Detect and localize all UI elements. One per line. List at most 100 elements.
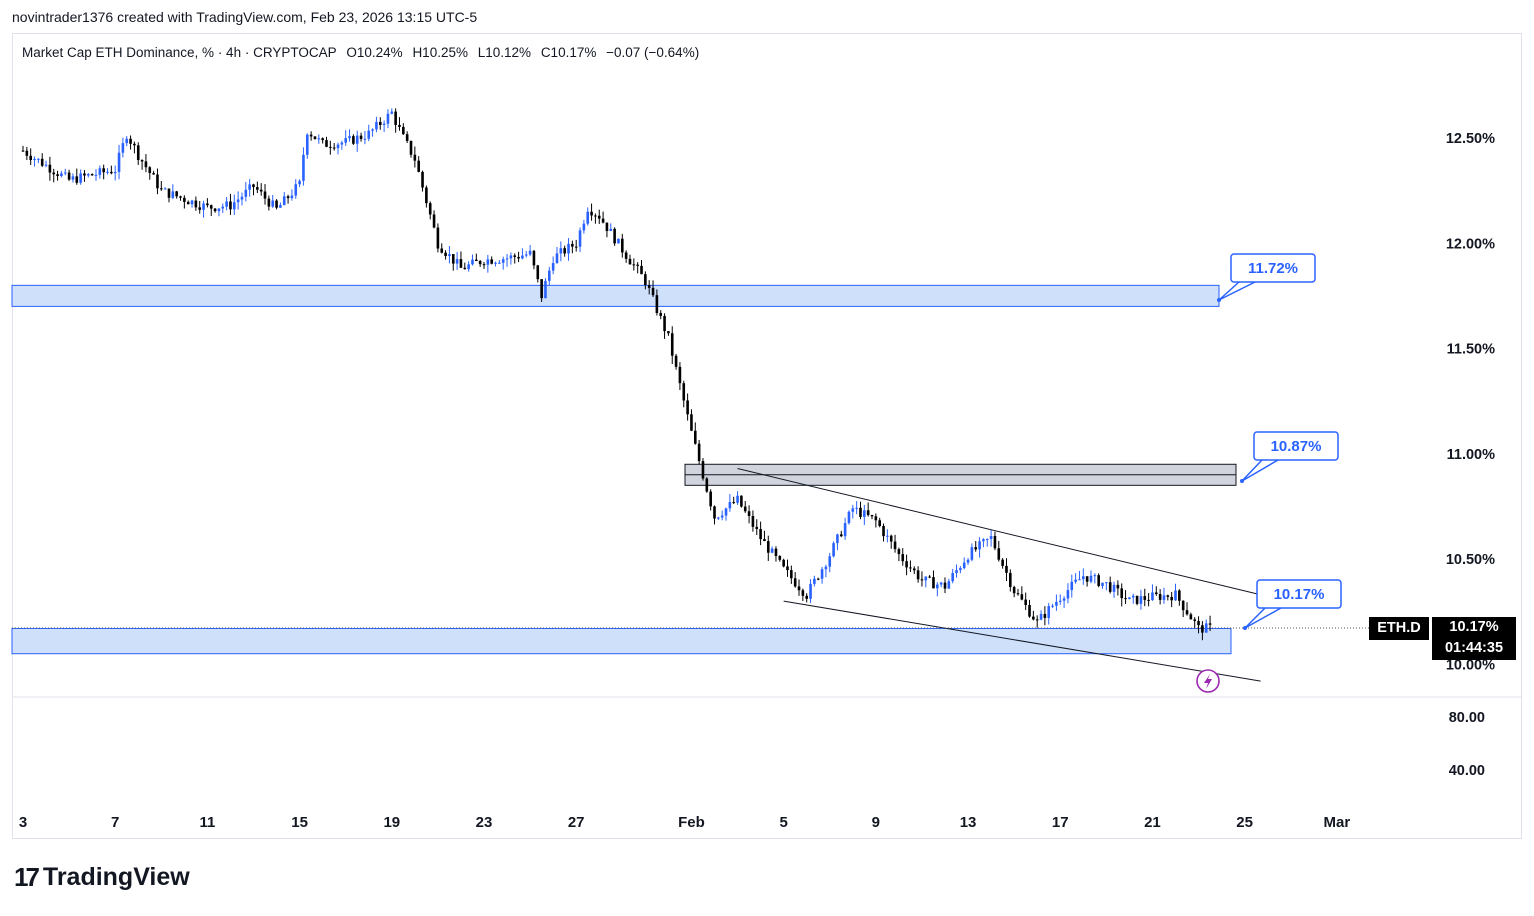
candle-body <box>740 495 743 507</box>
lower-pane-tick: 80.00 <box>1449 710 1485 726</box>
candle-up <box>582 219 586 234</box>
candle-up <box>244 182 248 202</box>
candle-body <box>540 279 543 299</box>
candle-down <box>693 422 697 445</box>
candle-down <box>774 546 778 562</box>
candle-up <box>448 245 451 264</box>
candle-down <box>394 108 397 133</box>
x-tick-label: 9 <box>872 814 880 831</box>
candle-body <box>793 578 797 587</box>
candle-body <box>29 155 32 160</box>
candle-down <box>974 541 978 552</box>
candle-body <box>874 516 878 521</box>
candle-down <box>263 184 267 205</box>
candle-down <box>56 170 59 181</box>
candle-up <box>1055 594 1058 611</box>
legend-high: H10.25% <box>412 45 468 60</box>
candle-body <box>1074 579 1077 582</box>
candle-down <box>1170 592 1173 608</box>
candle-body <box>313 136 317 140</box>
callout-label: 10.87% <box>1271 438 1322 455</box>
candle-body <box>160 188 163 190</box>
candle-body <box>1158 593 1162 600</box>
candle-body <box>37 158 40 160</box>
candle-down <box>398 117 401 131</box>
candle-up <box>521 248 524 260</box>
candle-down <box>136 142 140 165</box>
candle-body <box>440 248 444 253</box>
candle-body <box>962 562 966 569</box>
candle-down <box>206 198 209 208</box>
candle-down <box>402 123 405 135</box>
candle-down <box>194 196 198 211</box>
candle-body <box>1078 579 1081 581</box>
candle-body <box>352 136 355 144</box>
candle-up <box>336 142 340 155</box>
candle-up <box>832 541 835 558</box>
candle-body <box>321 138 324 141</box>
candle-down <box>160 180 163 191</box>
candle-body <box>893 541 897 550</box>
candle-up <box>824 564 828 578</box>
candle-body <box>252 184 255 188</box>
candle-up <box>294 179 298 199</box>
candle-up <box>951 568 954 584</box>
candle-body <box>190 200 194 205</box>
candle-body <box>551 263 555 271</box>
candle-up <box>1151 584 1154 601</box>
candle-body <box>1185 610 1189 615</box>
candle-down <box>352 134 355 145</box>
candle-body <box>820 569 824 579</box>
candle-up <box>355 130 359 152</box>
candle-down <box>574 239 578 252</box>
candle-body <box>920 579 924 581</box>
candle-body <box>40 158 44 166</box>
candle-body <box>294 184 298 196</box>
candle-down <box>1043 606 1047 626</box>
candle-down <box>709 489 712 511</box>
candle-up <box>375 116 378 133</box>
candle-body <box>348 136 351 139</box>
candle-up <box>1131 593 1135 604</box>
candle-body <box>382 123 386 125</box>
candle-down <box>613 227 616 246</box>
tradingview-logo[interactable]: 17 TradingView <box>14 862 190 893</box>
candle-body <box>936 584 939 589</box>
y-axis: 12.50% 12.00% 11.50% 11.00% 10.50% 10.00% <box>1446 131 1495 673</box>
chart-frame <box>12 33 1522 839</box>
candle-body <box>809 583 812 599</box>
candle-body <box>475 259 478 261</box>
candle-body <box>594 215 597 217</box>
candle-body <box>939 582 943 585</box>
candle-down <box>1197 616 1200 634</box>
candle-body <box>1135 595 1139 604</box>
candle-body <box>866 510 870 516</box>
candle-body <box>486 259 490 265</box>
candle-down <box>889 534 893 549</box>
candle-down <box>644 271 647 290</box>
candle-down <box>916 566 920 583</box>
candle-body <box>25 150 29 156</box>
candle-down <box>751 510 755 532</box>
candle-down <box>540 279 543 302</box>
x-tick-label: 13 <box>960 814 977 831</box>
candle-down <box>697 439 701 465</box>
candle-body <box>371 129 374 131</box>
candle-down <box>1158 589 1162 605</box>
candle-down <box>594 213 597 224</box>
candle-up <box>959 566 962 574</box>
candle-down <box>405 131 409 144</box>
candle-down <box>1012 585 1016 598</box>
candle-up <box>386 109 390 129</box>
candle-body <box>651 287 655 296</box>
candle-body <box>743 506 747 512</box>
candle-down <box>651 280 655 298</box>
candle-body <box>713 506 716 519</box>
candle-down <box>993 531 997 551</box>
alert-icon[interactable] <box>1196 669 1220 693</box>
candle-up <box>936 582 939 597</box>
candle-body <box>1001 559 1004 566</box>
callout-box <box>1230 253 1316 283</box>
candle-down <box>805 593 808 603</box>
